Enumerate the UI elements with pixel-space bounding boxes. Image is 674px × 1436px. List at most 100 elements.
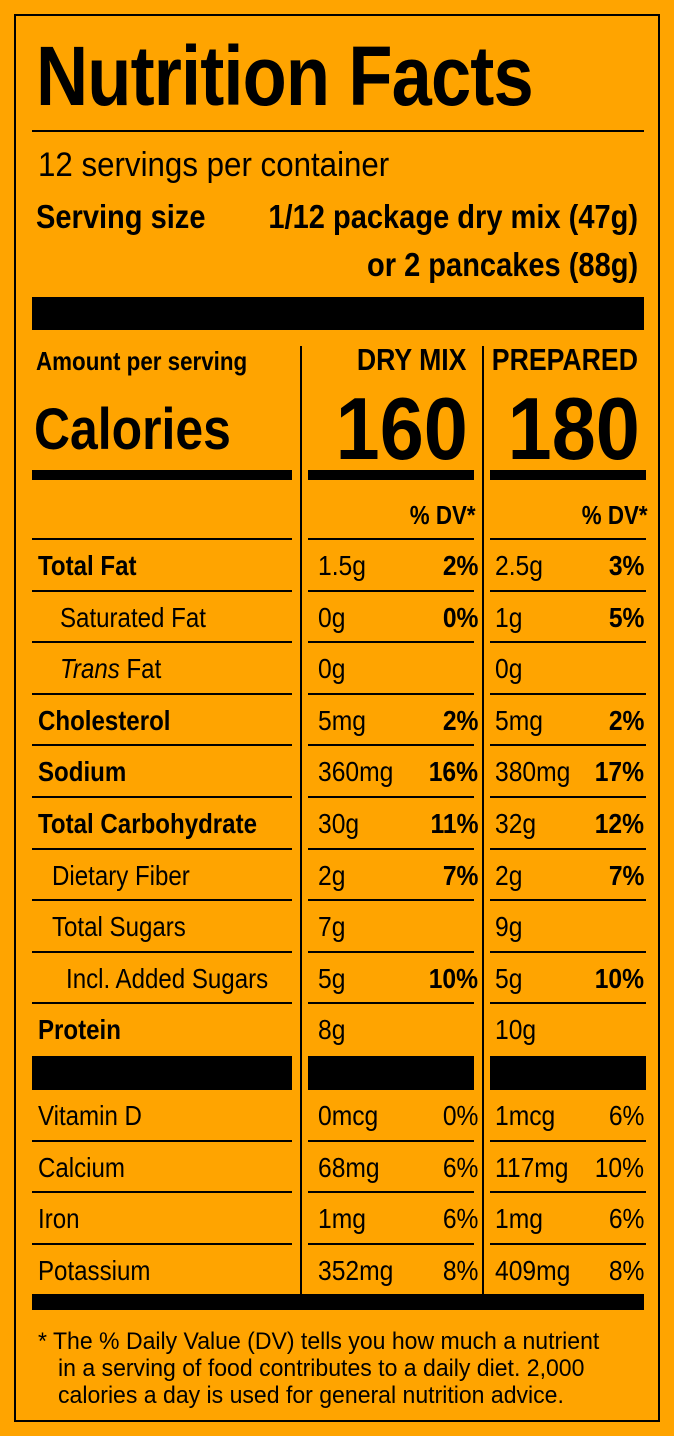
dry-dv-5: 11% <box>430 808 478 839</box>
vit-dry-dv-2: 6% <box>442 1203 478 1235</box>
row-rule-4-1 <box>308 796 474 798</box>
vit-dry-dv-0: 0% <box>442 1100 478 1131</box>
serving-size-value: 1/12 package dry mix (47g) <box>268 198 638 235</box>
vit-dry-amount-2: 1mg <box>318 1203 366 1235</box>
serving-size-value-alt: or 2 pancakes (88g) <box>366 246 638 283</box>
row-rule-5-1 <box>308 847 474 850</box>
vit-rule-0-2 <box>490 1139 646 1142</box>
calories-prepared: 180 <box>507 379 640 478</box>
row-rule-6-0 <box>32 899 292 902</box>
vitamin-bar-1 <box>308 1056 474 1090</box>
row-rule-4-0 <box>32 796 292 798</box>
vitamin-label-3: Potassium <box>38 1254 151 1286</box>
row-rule-top-2 <box>490 538 646 540</box>
prep-amount-3: 5mg <box>495 704 543 736</box>
row-rule-top-0 <box>32 538 292 540</box>
dry-amount-4: 360mg <box>318 756 394 788</box>
calories-rule-prepared <box>490 470 646 480</box>
row-rule-2-1 <box>308 692 474 695</box>
row-rule-0-0 <box>32 589 292 592</box>
row-rule-5-0 <box>32 847 292 850</box>
vitamin-label-1: Calcium <box>38 1151 125 1183</box>
vit-rule-0-1 <box>308 1139 474 1142</box>
vit-prep-amount-2: 1mg <box>495 1203 543 1235</box>
vitamin-label-2: Iron <box>38 1203 80 1235</box>
calories-rule-label <box>32 470 292 480</box>
dv-header-dry-mix: % DV* <box>410 500 476 530</box>
prep-dv-5: 12% <box>594 808 644 839</box>
vit-rule-2-0 <box>32 1242 292 1245</box>
nutrient-label-4: Sodium <box>38 756 127 788</box>
column-header-dry-mix: DRY MIX <box>356 342 466 377</box>
vit-dry-dv-3: 8% <box>442 1254 478 1286</box>
dry-amount-5: 30g <box>318 808 360 839</box>
footnote-line-1: * The % Daily Value (DV) tells you how m… <box>38 1328 600 1355</box>
column-divider-right <box>482 346 484 1294</box>
vit-prep-dv-1: 10% <box>594 1151 644 1183</box>
dry-dv-3: 2% <box>442 704 478 736</box>
vit-rule-0-0 <box>32 1139 292 1142</box>
vit-dry-amount-1: 68mg <box>318 1151 380 1183</box>
footnote-line-2: in a serving of food contributes to a da… <box>58 1355 585 1382</box>
dry-dv-4: 16% <box>428 756 478 788</box>
nutrient-label-9: Protein <box>38 1014 121 1046</box>
prep-amount-8: 5g <box>495 962 523 994</box>
vit-rule-1-1 <box>308 1191 474 1194</box>
serving-size-label: Serving size <box>36 198 206 235</box>
dry-amount-9: 8g <box>318 1014 346 1046</box>
dv-header-prepared: % DV* <box>582 500 648 530</box>
vit-rule-1-0 <box>32 1191 292 1194</box>
row-rule-7-2 <box>490 950 646 953</box>
column-header-prepared: PREPARED <box>491 342 638 377</box>
row-rule-8-2 <box>490 1002 646 1005</box>
row-rule-1-2 <box>490 641 646 644</box>
thick-rule-top <box>32 297 644 330</box>
row-rule-5-2 <box>490 847 646 850</box>
prep-amount-0: 2.5g <box>495 550 543 581</box>
prep-amount-7: 9g <box>495 911 523 943</box>
prep-dv-4: 17% <box>594 756 644 788</box>
row-rule-3-1 <box>308 744 474 747</box>
dry-amount-6: 2g <box>318 859 346 891</box>
label-title: Nutrition Facts <box>36 29 534 123</box>
amount-per-serving: Amount per serving <box>36 346 248 376</box>
servings-per-container: 12 servings per container <box>38 146 390 184</box>
dry-dv-0: 2% <box>442 550 478 581</box>
vit-prep-dv-3: 8% <box>608 1254 644 1286</box>
row-rule-top-1 <box>308 538 474 540</box>
dry-amount-7: 7g <box>318 911 346 943</box>
row-rule-7-1 <box>308 950 474 953</box>
footnote: * The % Daily Value (DV) tells you how m… <box>38 1328 623 1409</box>
calories-dry-mix: 160 <box>335 379 468 478</box>
nutrient-label-0: Total Fat <box>38 550 137 581</box>
prep-dv-0: 3% <box>608 550 644 581</box>
vit-prep-amount-0: 1mcg <box>495 1100 556 1131</box>
prep-dv-6: 7% <box>608 859 644 891</box>
row-rule-8-1 <box>308 1002 474 1005</box>
prep-dv-1: 5% <box>608 601 644 633</box>
label-frame <box>14 14 660 1422</box>
row-rule-1-1 <box>308 641 474 644</box>
thick-rule-bottom <box>32 1294 644 1310</box>
nutrient-label-6: Dietary Fiber <box>52 859 190 891</box>
vitamin-bar-2 <box>490 1056 646 1090</box>
vit-prep-amount-1: 117mg <box>495 1151 569 1183</box>
vit-rule-2-2 <box>490 1242 646 1245</box>
prep-amount-1: 1g <box>495 601 523 633</box>
prep-amount-4: 380mg <box>495 756 571 788</box>
row-rule-6-1 <box>308 899 474 902</box>
dry-dv-1: 0% <box>442 601 478 633</box>
calories-rule-dry <box>308 470 474 480</box>
vit-prep-dv-0: 6% <box>608 1100 644 1131</box>
row-rule-4-2 <box>490 796 646 798</box>
row-rule-2-0 <box>32 692 292 695</box>
trans-italic: Trans <box>60 653 120 685</box>
dry-amount-2: 0g <box>318 653 346 685</box>
row-rule-7-0 <box>32 950 292 953</box>
vit-prep-amount-3: 409mg <box>495 1254 571 1286</box>
vit-prep-dv-2: 6% <box>608 1203 644 1235</box>
nutrient-label-2: Trans Fat <box>60 653 178 685</box>
prep-dv-8: 10% <box>594 962 644 994</box>
prep-amount-9: 10g <box>495 1014 537 1046</box>
vit-dry-amount-3: 352mg <box>318 1254 394 1286</box>
